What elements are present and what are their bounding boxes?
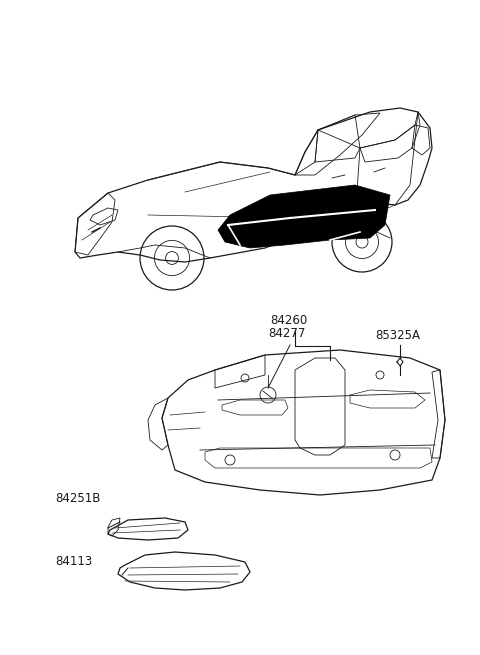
Text: 85325A: 85325A bbox=[375, 329, 420, 342]
Polygon shape bbox=[218, 185, 390, 248]
Text: 84277: 84277 bbox=[268, 327, 305, 340]
Text: 84251B: 84251B bbox=[55, 492, 100, 505]
Text: 84113: 84113 bbox=[55, 555, 92, 568]
Text: 84260: 84260 bbox=[270, 314, 307, 327]
